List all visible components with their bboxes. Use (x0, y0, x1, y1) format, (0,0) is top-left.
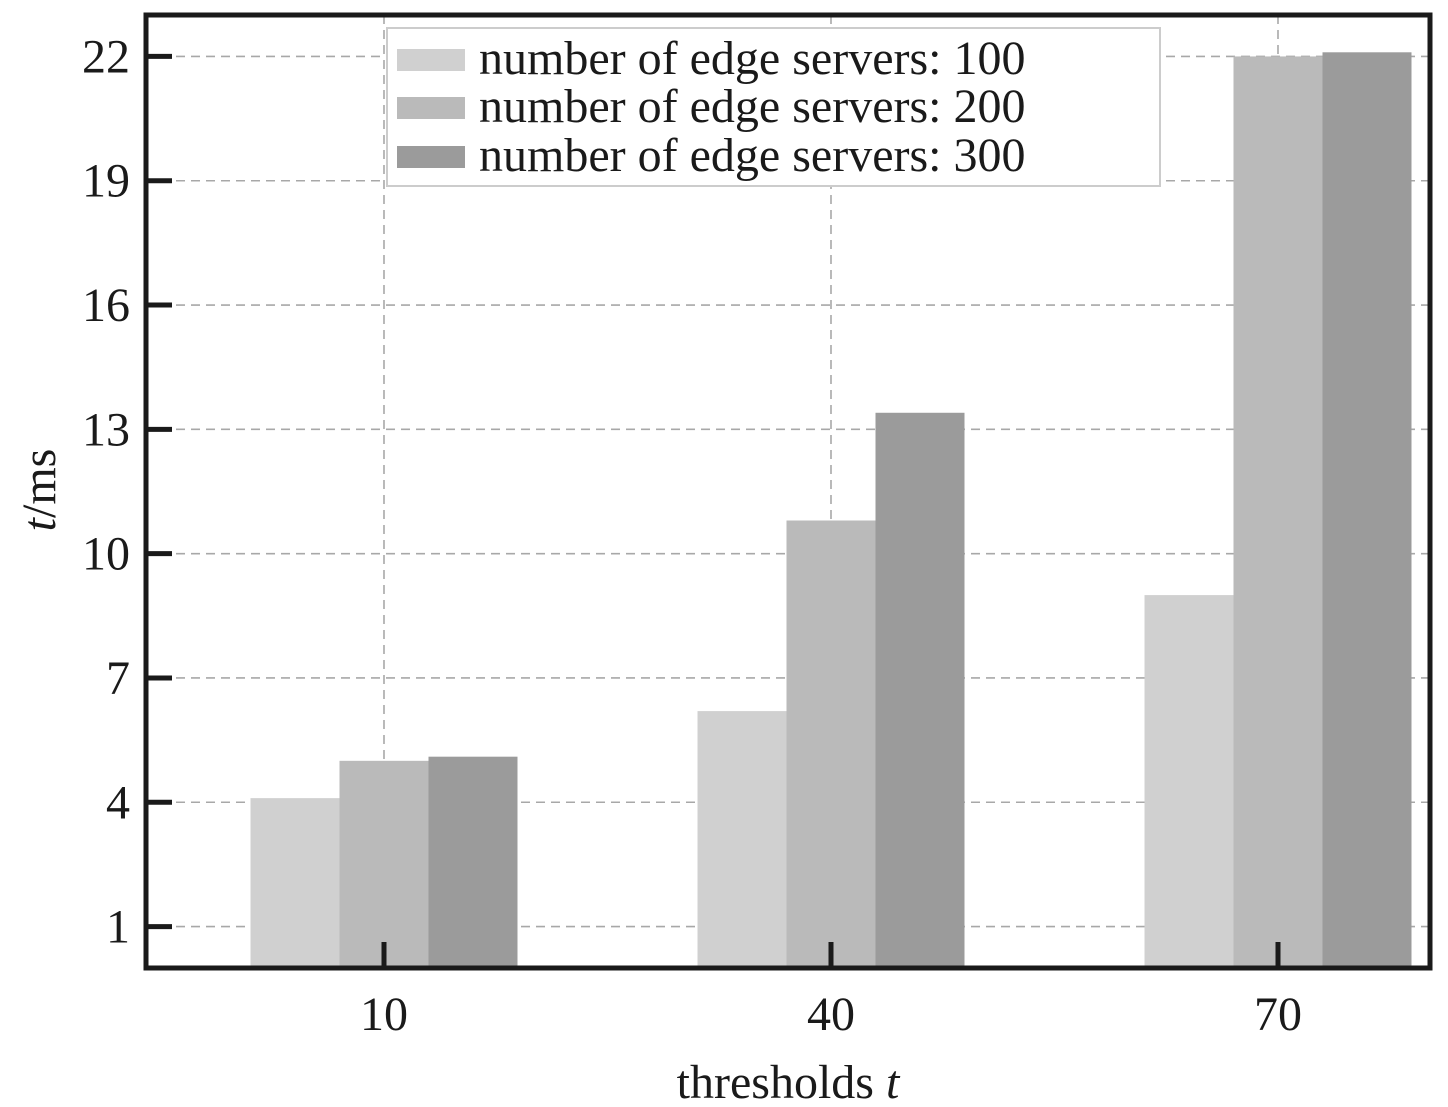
y-axis-label-text: /ms (13, 449, 66, 518)
plot-frame (143, 12, 1433, 971)
tick-labels: 1 4 7 10 13 16 19 22 10 40 70 (82, 30, 1302, 1041)
bar-100-70 (1144, 595, 1234, 968)
y-axis-label: t/ms (13, 449, 66, 532)
legend-swatch-300 (397, 146, 465, 168)
legend-label-300: number of edge servers: 300 (479, 129, 1026, 182)
axis-ticks (146, 53, 1281, 968)
y-tick-label: 19 (82, 155, 130, 208)
bar-300-40 (875, 412, 965, 968)
x-tick-label: 10 (360, 988, 408, 1041)
x-tick-label: 70 (1254, 988, 1302, 1041)
legend-swatch-100 (397, 49, 465, 71)
bar-300-10 (428, 756, 518, 968)
bar-200-40 (786, 520, 876, 968)
y-tick-label: 1 (106, 901, 130, 954)
x-axis-label: thresholds t (677, 1056, 901, 1107)
bars (250, 52, 1412, 968)
bar-200-70 (1233, 56, 1323, 968)
x-tick-label: 40 (807, 988, 855, 1041)
x-axis-label-text: thresholds (677, 1056, 886, 1107)
bar-300-70 (1322, 52, 1412, 968)
legend-swatch-200 (397, 97, 465, 119)
bar-100-10 (250, 798, 340, 968)
legend-label-200: number of edge servers: 200 (479, 80, 1026, 133)
y-tick-label: 10 (82, 528, 130, 581)
x-axis-label-italic: t (886, 1056, 901, 1107)
bar-200-10 (339, 760, 429, 968)
legend-label-100: number of edge servers: 100 (479, 32, 1026, 85)
y-tick-label: 13 (82, 403, 130, 456)
legend-box (386, 27, 1161, 187)
y-tick-label: 7 (106, 652, 130, 705)
bar-100-40 (697, 711, 787, 968)
y-tick-label: 16 (82, 279, 130, 332)
y-tick-label: 22 (82, 30, 130, 83)
y-axis-label-italic: t (13, 516, 66, 531)
legend: number of edge servers: 100 number of ed… (386, 27, 1161, 187)
y-tick-label: 4 (106, 776, 130, 829)
